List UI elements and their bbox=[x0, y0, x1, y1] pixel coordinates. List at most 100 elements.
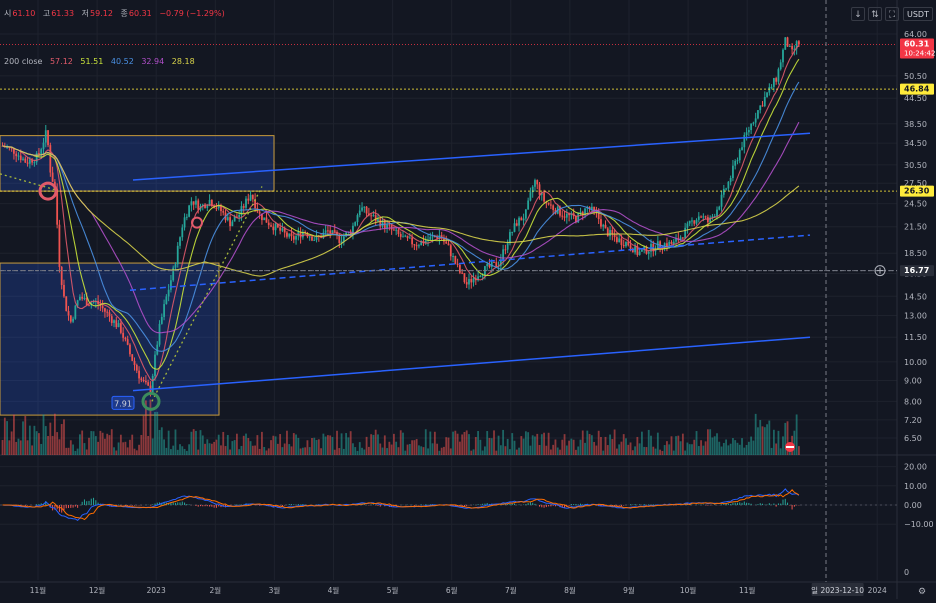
volume-bar bbox=[600, 436, 602, 455]
candle-body bbox=[265, 217, 268, 223]
candle-body bbox=[44, 130, 47, 143]
candle-body bbox=[327, 230, 329, 232]
volume-bar bbox=[447, 437, 450, 455]
candle-body bbox=[22, 158, 24, 160]
volume-bar bbox=[793, 430, 796, 455]
candle-body bbox=[720, 194, 723, 207]
volume-bar bbox=[399, 430, 402, 455]
candle-body bbox=[611, 230, 614, 235]
volume-bar bbox=[149, 399, 152, 455]
time-axis-label: 7월 bbox=[505, 585, 517, 595]
volume-bar bbox=[513, 440, 516, 455]
candle-body bbox=[172, 267, 175, 281]
volume-bar bbox=[659, 449, 662, 455]
volume-bar bbox=[474, 437, 477, 455]
volume-bar bbox=[81, 430, 84, 455]
volume-bar bbox=[3, 417, 6, 455]
volume-bar bbox=[113, 447, 115, 455]
volume-bar bbox=[65, 447, 68, 455]
candle-body bbox=[502, 249, 505, 260]
volume-bar bbox=[83, 443, 86, 455]
volume-bar bbox=[484, 446, 486, 455]
ohlc-open-key: 시 bbox=[4, 9, 12, 18]
candle-body bbox=[768, 86, 771, 93]
candle-body bbox=[115, 320, 118, 328]
sync-button[interactable]: ⇅ bbox=[868, 7, 882, 21]
price-tick-label: 30.50 bbox=[904, 161, 927, 170]
candle-body bbox=[163, 304, 165, 317]
ma-legend[interactable]: 200 close 57.12 51.51 40.52 32.94 28.18 bbox=[4, 57, 200, 66]
candle-body bbox=[92, 302, 95, 304]
candle-body bbox=[656, 241, 659, 251]
volume-bar bbox=[274, 436, 277, 455]
candle-body bbox=[251, 194, 254, 200]
volume-bar bbox=[79, 434, 81, 455]
candle-body bbox=[784, 37, 787, 50]
volume-bar bbox=[390, 444, 393, 455]
volume-bar bbox=[750, 436, 753, 455]
candle-body bbox=[170, 280, 172, 290]
candle-body bbox=[736, 160, 739, 162]
volume-bar bbox=[290, 446, 293, 455]
price-tick-label: 64.00 bbox=[904, 30, 927, 39]
volume-bar bbox=[15, 441, 18, 455]
candle-body bbox=[408, 237, 411, 239]
crosshair-plus-icon bbox=[874, 265, 886, 277]
volume-bar bbox=[60, 424, 63, 455]
volume-bar bbox=[556, 447, 559, 455]
candle-body bbox=[654, 250, 657, 252]
candle-body bbox=[495, 262, 498, 267]
volume-bar bbox=[297, 437, 300, 455]
volume-bar bbox=[97, 441, 100, 455]
candle-body bbox=[197, 200, 200, 210]
volume-bar bbox=[579, 439, 582, 455]
volume-bar bbox=[588, 433, 591, 455]
volume-bar bbox=[766, 424, 768, 455]
volume-bar bbox=[647, 429, 650, 455]
scroll-down-button[interactable]: ↓ bbox=[851, 7, 865, 21]
candle-body bbox=[772, 78, 775, 87]
volume-bar bbox=[181, 446, 184, 455]
candle-body bbox=[292, 236, 295, 240]
candle-body bbox=[361, 207, 363, 211]
volume-bar bbox=[26, 440, 29, 455]
volume-bar bbox=[433, 431, 436, 455]
volume-bar bbox=[147, 436, 150, 455]
volume-bar bbox=[782, 436, 784, 455]
candle-body bbox=[663, 243, 666, 249]
candle-body bbox=[363, 206, 366, 208]
volume-bar bbox=[365, 436, 368, 455]
volume-bar bbox=[197, 449, 200, 455]
candle-body bbox=[13, 148, 15, 154]
volume-bar bbox=[315, 439, 318, 455]
candle-body bbox=[529, 192, 532, 201]
fullscreen-button[interactable]: ⛶ bbox=[885, 7, 899, 21]
volume-bar bbox=[688, 444, 691, 455]
volume-bar bbox=[458, 441, 461, 455]
volume-bar bbox=[531, 435, 534, 455]
candle-body bbox=[340, 241, 343, 243]
candle-body bbox=[577, 213, 580, 223]
volume-bar bbox=[504, 446, 507, 455]
candle-body bbox=[33, 162, 36, 164]
candle-body bbox=[397, 229, 400, 235]
candle-body bbox=[299, 232, 302, 238]
volume-bar bbox=[224, 446, 227, 455]
candle-body bbox=[38, 153, 40, 155]
volume-bar bbox=[786, 421, 789, 455]
currency-select[interactable]: USDT bbox=[903, 7, 933, 21]
price-tick-label: 8.00 bbox=[904, 397, 922, 406]
volume-bar bbox=[324, 436, 327, 455]
candle-body bbox=[675, 238, 677, 242]
gear-icon: ⚙ bbox=[918, 587, 926, 597]
volume-bar bbox=[281, 447, 284, 455]
candle-body bbox=[788, 46, 791, 48]
time-cursor-label-bg bbox=[811, 583, 864, 596]
candle-body bbox=[729, 177, 732, 182]
volume-bar bbox=[342, 448, 345, 455]
candle-body bbox=[404, 235, 407, 237]
volume-bar bbox=[636, 436, 639, 455]
candle-body bbox=[56, 188, 59, 225]
